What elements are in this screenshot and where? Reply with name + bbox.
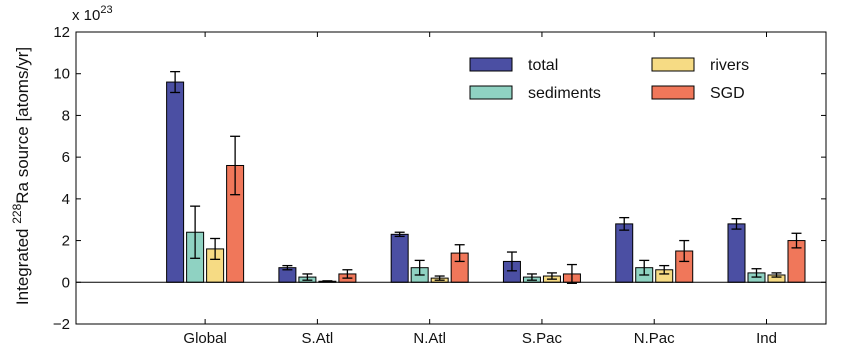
- x-tick-label: S.Atl: [302, 330, 334, 347]
- x-tick-label: S.Pac: [522, 330, 563, 347]
- legend-label-total: total: [528, 57, 558, 74]
- legend-label-sgd: SGD: [710, 85, 745, 102]
- legend-swatch-total: [469, 57, 513, 72]
- y-tick-label: 10: [53, 66, 70, 83]
- y-axis-label-suffix: Ra source [atoms/yr]: [13, 47, 32, 204]
- bar-total: [166, 81, 185, 283]
- y-axis-label-superscript: 228: [10, 203, 24, 223]
- y-scale-multiplier: x 1023: [72, 4, 113, 24]
- x-tick-label: Ind: [756, 330, 777, 347]
- bar-total: [727, 223, 746, 283]
- bar-total: [390, 233, 409, 283]
- error-bar-group: [170, 70, 802, 284]
- x-tick-label: N.Pac: [634, 330, 675, 347]
- legend-swatch-sediments: [469, 85, 513, 100]
- x-tick-label: N.Atl: [413, 330, 446, 347]
- axes: [75, 31, 827, 325]
- legend: total sediments rivers SGD: [469, 57, 749, 102]
- y-tick-label: 2: [62, 233, 70, 250]
- y-tick-label: −2: [53, 316, 70, 333]
- legend-label-sediments: sediments: [528, 85, 601, 102]
- y-scale-base: x 10: [72, 7, 100, 24]
- x-tick-label: Global: [183, 330, 226, 347]
- bar-total: [615, 223, 634, 283]
- legend-swatch-sgd: [651, 85, 695, 100]
- legend-label-rivers: rivers: [710, 57, 749, 74]
- legend-swatch-rivers: [651, 57, 695, 72]
- bar-series-group: [166, 81, 806, 283]
- x-tick-labels: Global S.Atl N.Atl S.Pac N.Pac Ind: [183, 330, 776, 347]
- y-tick-label: 12: [53, 24, 70, 41]
- y-tick-label: 8: [62, 107, 70, 124]
- y-tick-labels: −2 0 2 4 6 8 10 12: [53, 24, 70, 333]
- y-tick-label: 0: [62, 274, 70, 291]
- y-tick-label: 4: [62, 191, 70, 208]
- y-scale-exponent: 23: [100, 4, 112, 16]
- y-axis-label-prefix: Integrated: [13, 224, 32, 305]
- y-tick-label: 6: [62, 149, 70, 166]
- y-axis-label: Integrated 228Ra source [atoms/yr]: [10, 47, 32, 305]
- plot-frame: [75, 31, 827, 325]
